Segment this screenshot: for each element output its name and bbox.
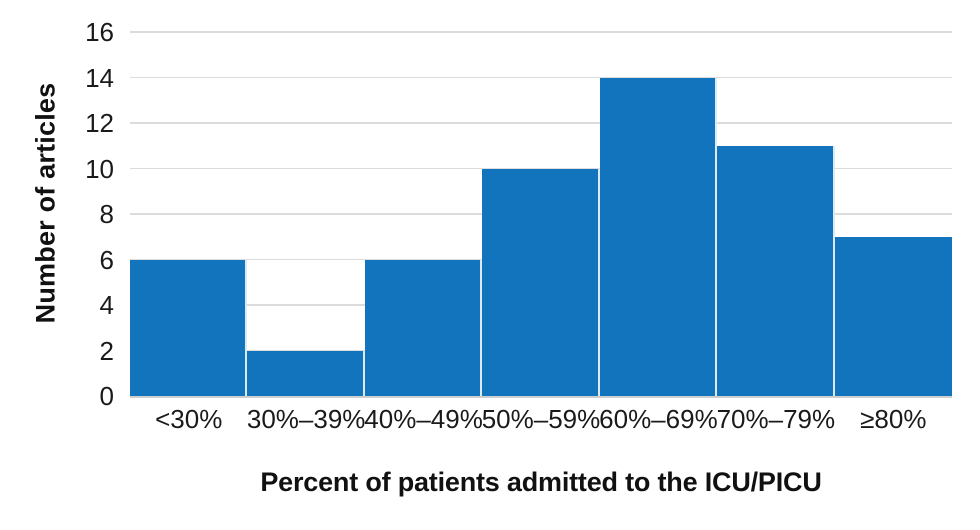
- x-tick-label-<30%: <30%: [155, 404, 223, 434]
- bar-≥80%: [834, 236, 952, 396]
- y-tick-label-14: 14: [85, 62, 114, 93]
- bar-60%–69%: [599, 77, 718, 396]
- bar-30%–39%: [247, 350, 365, 396]
- y-tick-label-10: 10: [85, 153, 114, 184]
- y-tick-label-12: 12: [85, 108, 114, 138]
- x-tick-label-40%–49%: 40%–49%: [364, 404, 483, 434]
- x-tick-label-30%–39%: 30%–39%: [246, 404, 366, 434]
- y-tick-label-16: 16: [85, 17, 114, 47]
- y-tick-label-2: 2: [99, 335, 114, 366]
- y-tick-label-0: 0: [99, 381, 114, 411]
- x-axis-title: Percent of patients admitted to the ICU/…: [260, 467, 822, 497]
- gridline-y-14: [130, 76, 952, 79]
- y-tick-label-4: 4: [99, 290, 114, 320]
- x-tick-label-50%–59%: 50%–59%: [481, 404, 601, 434]
- x-tick-label-≥80%: ≥80%: [860, 404, 927, 434]
- bar-50%–59%: [482, 168, 600, 396]
- bar-70%–79%: [717, 145, 835, 396]
- bar-40%–49%: [364, 259, 483, 396]
- y-tick-label-8: 8: [99, 199, 114, 229]
- bar-<30%: [130, 259, 248, 396]
- y-tick-label-6: 6: [99, 244, 114, 275]
- x-tick-label-70%–79%: 70%–79%: [716, 404, 836, 434]
- x-axis-baseline: [130, 396, 952, 398]
- gridline-y-16: [130, 31, 952, 33]
- x-tick-label-60%–69%: 60%–69%: [599, 404, 718, 434]
- gridline-y-12: [130, 122, 952, 124]
